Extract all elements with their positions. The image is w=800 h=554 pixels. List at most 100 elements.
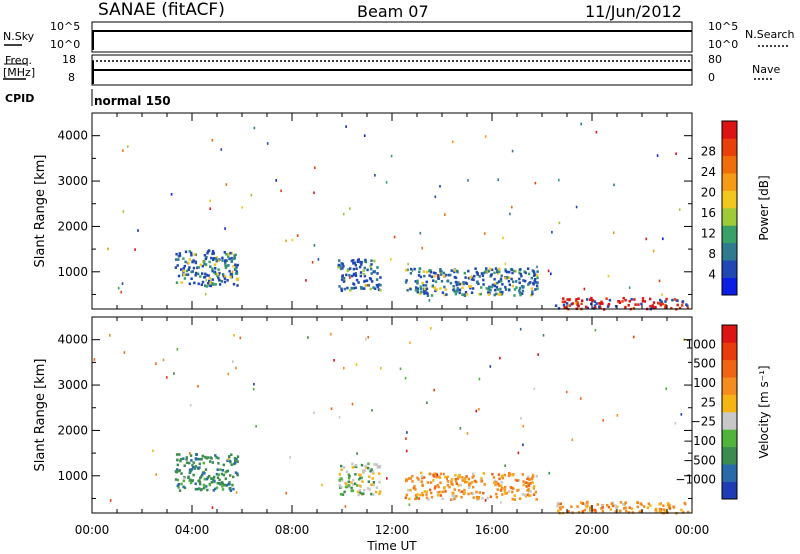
- echo-cell: [430, 294, 434, 297]
- echo-cell: [484, 135, 487, 138]
- echo-cell: [189, 470, 192, 474]
- echo-cell: [236, 473, 239, 477]
- nsearch-label: N.Search: [745, 28, 795, 41]
- echo-cell: [370, 263, 373, 266]
- echo-cell: [211, 477, 214, 480]
- echo-cell: [236, 460, 239, 463]
- echo-cell: [224, 266, 228, 270]
- echo-cell: [469, 482, 472, 485]
- echo-cell: [359, 260, 362, 264]
- echo-cell: [355, 465, 358, 468]
- echo-cell: [524, 271, 527, 275]
- echo-cell: [558, 221, 561, 225]
- echo-cell: [227, 255, 230, 259]
- echo-cell: [213, 271, 215, 274]
- echo-cell: [190, 253, 193, 257]
- echo-cell: [411, 474, 414, 478]
- echo-cell: [615, 507, 618, 510]
- echo-cell: [370, 272, 373, 275]
- echo-cell: [419, 292, 422, 295]
- echo-cell: [621, 300, 624, 303]
- echo-cell: [193, 281, 196, 285]
- echo-cell: [454, 478, 457, 481]
- echo-cell: [230, 260, 233, 263]
- y-tick-label: 3000: [57, 174, 88, 188]
- echo-cell: [493, 481, 496, 485]
- echo-cell: [504, 492, 507, 495]
- echo-cell: [458, 282, 462, 286]
- echo-region-1: [174, 249, 240, 288]
- colorbar-segment: [722, 325, 737, 343]
- echo-cell: [345, 482, 348, 486]
- echo-cell: [217, 276, 220, 280]
- date-label: 11/Jun/2012: [585, 2, 682, 21]
- echo-cell: [472, 278, 475, 282]
- echo-cell: [513, 498, 516, 501]
- echo-cell: [386, 477, 388, 480]
- echo-cell: [175, 468, 179, 471]
- echo-cell: [375, 490, 378, 494]
- echo-cell: [536, 287, 539, 290]
- echo-cell: [584, 503, 587, 506]
- echo-cell: [423, 476, 426, 479]
- echo-cell: [201, 264, 204, 268]
- echo-cell: [583, 287, 586, 291]
- echo-cell: [137, 229, 139, 232]
- echo-cell: [576, 303, 579, 307]
- echo-cell: [222, 274, 225, 278]
- echo-cell: [359, 274, 362, 278]
- echo-region-4: [554, 296, 690, 311]
- echo-cell: [367, 284, 370, 287]
- echo-cell: [223, 483, 226, 487]
- echo-cell: [494, 288, 497, 292]
- echo-cell: [664, 303, 667, 307]
- echo-cell: [354, 286, 357, 290]
- echo-cell: [475, 270, 478, 274]
- echo-cell: [229, 251, 232, 255]
- echo-cell: [519, 327, 522, 331]
- echo-cell: [120, 290, 122, 294]
- echo-cell: [359, 491, 362, 495]
- echo-cell: [579, 501, 583, 504]
- echo-cell: [563, 300, 567, 304]
- colorbar-tick-label: 4: [708, 268, 716, 282]
- echo-cell: [376, 285, 380, 289]
- echo-cell: [592, 509, 596, 512]
- echo-cell: [216, 468, 219, 471]
- echo-cell: [230, 463, 233, 466]
- echo-cell: [235, 491, 238, 494]
- echo-cell: [390, 258, 392, 261]
- echo-cell: [307, 336, 309, 339]
- echo-cell: [455, 482, 458, 485]
- echo-cell: [480, 480, 483, 483]
- echo-cell: [508, 283, 511, 287]
- echo-cell: [496, 281, 499, 285]
- echo-cell: [349, 267, 352, 270]
- echo-cell: [117, 286, 120, 290]
- x-tick-label: 04:00: [175, 523, 210, 537]
- echo-cell: [230, 252, 234, 255]
- echo-cell: [378, 492, 381, 496]
- echo-cell: [221, 485, 224, 488]
- echo-cell: [352, 483, 355, 486]
- colorbar-segment: [722, 155, 737, 174]
- echo-cell: [437, 485, 440, 489]
- echo-cell: [527, 283, 530, 286]
- echo-cell: [611, 504, 615, 508]
- echo-cell: [421, 246, 423, 250]
- echo-cell: [511, 205, 513, 209]
- echo-cell: [407, 477, 411, 480]
- echo-cell: [471, 492, 475, 496]
- echo-cell: [371, 280, 374, 283]
- freq-tick-top: 18: [62, 53, 76, 66]
- echo-cell: [641, 299, 645, 303]
- echo-cell: [376, 272, 379, 275]
- echo-cell: [559, 502, 562, 506]
- echo-cell: [459, 490, 462, 494]
- echo-cell: [444, 490, 447, 493]
- echo-cell: [658, 302, 661, 305]
- echo-cell: [621, 503, 625, 506]
- echo-cell: [360, 260, 363, 264]
- echo-cell: [203, 456, 207, 459]
- echo-cell: [461, 476, 464, 479]
